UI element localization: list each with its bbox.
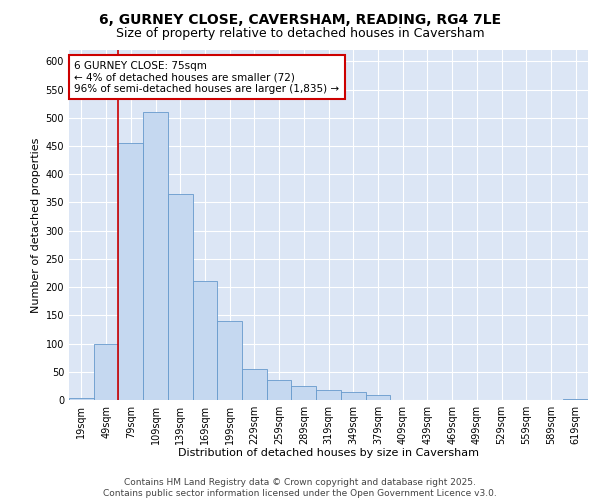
Bar — [168, 194, 193, 400]
Bar — [217, 321, 242, 400]
X-axis label: Distribution of detached houses by size in Caversham: Distribution of detached houses by size … — [178, 448, 479, 458]
Bar — [69, 398, 94, 400]
Bar — [193, 282, 217, 400]
Bar — [341, 392, 365, 400]
Bar — [267, 380, 292, 400]
Bar — [563, 399, 588, 400]
Bar — [242, 369, 267, 400]
Text: 6, GURNEY CLOSE, CAVERSHAM, READING, RG4 7LE: 6, GURNEY CLOSE, CAVERSHAM, READING, RG4… — [99, 12, 501, 26]
Bar — [316, 390, 341, 400]
Bar — [143, 112, 168, 400]
Bar — [118, 143, 143, 400]
Text: Contains HM Land Registry data © Crown copyright and database right 2025.
Contai: Contains HM Land Registry data © Crown c… — [103, 478, 497, 498]
Text: 6 GURNEY CLOSE: 75sqm
← 4% of detached houses are smaller (72)
96% of semi-detac: 6 GURNEY CLOSE: 75sqm ← 4% of detached h… — [74, 60, 340, 94]
Y-axis label: Number of detached properties: Number of detached properties — [31, 138, 41, 312]
Bar — [365, 396, 390, 400]
Text: Size of property relative to detached houses in Caversham: Size of property relative to detached ho… — [116, 28, 484, 40]
Bar — [94, 344, 118, 400]
Bar — [292, 386, 316, 400]
